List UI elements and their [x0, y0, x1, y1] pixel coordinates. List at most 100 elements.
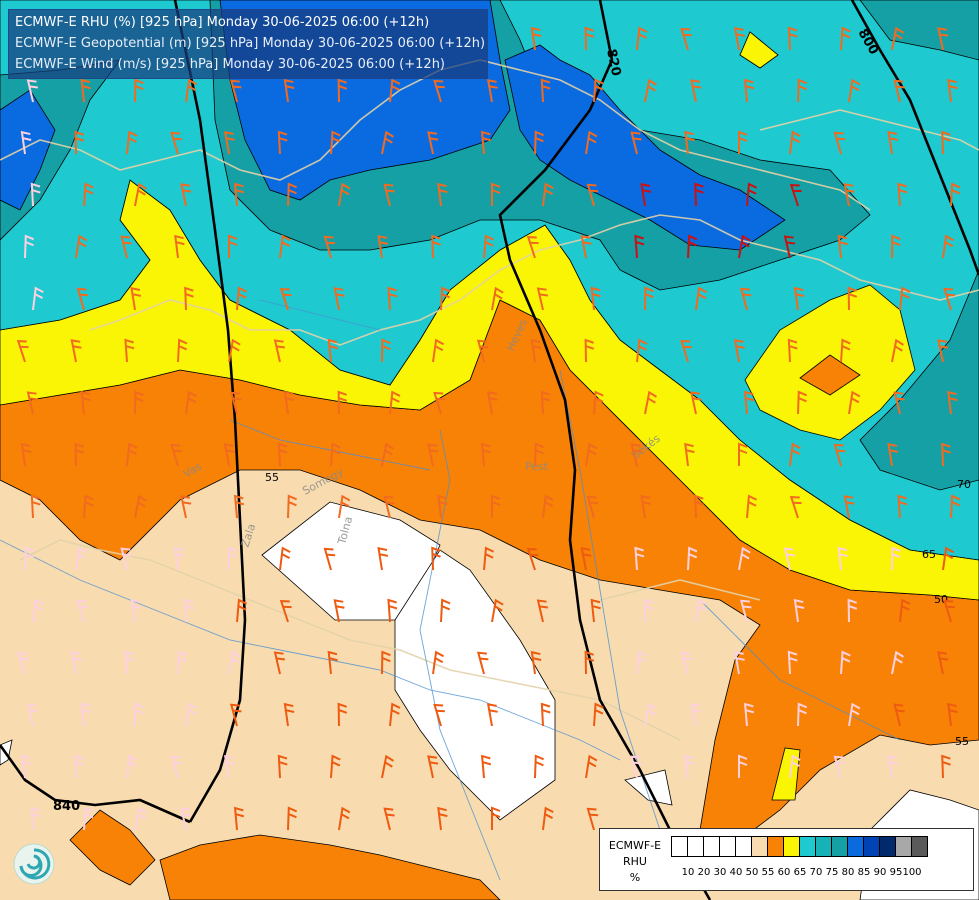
map-title-panel: ECMWF-E RHU (%) [925 hPa] Monday 30-06-2…	[8, 9, 488, 79]
wind-barb	[783, 547, 796, 571]
wind-barb	[74, 130, 85, 155]
wind-barb	[640, 495, 652, 519]
legend-tick-label: 75	[825, 867, 839, 878]
wind-barb	[233, 806, 245, 831]
wind-barb	[534, 754, 545, 779]
wind-barb	[789, 130, 801, 155]
rivers	[0, 299, 901, 881]
wind-barb	[636, 650, 648, 675]
wind-barb	[644, 598, 654, 623]
wind-barb	[134, 806, 148, 831]
wind-barb	[593, 78, 604, 103]
wind-barb	[840, 338, 851, 363]
wind-barb	[680, 339, 692, 363]
wind-barb	[174, 234, 185, 259]
rhu-label-55-right: 55	[955, 735, 969, 748]
wind-barb	[947, 702, 958, 727]
wind-barb	[228, 546, 238, 570]
wind-barb	[797, 390, 808, 415]
wind-barb	[695, 598, 708, 623]
legend-swatch	[847, 836, 864, 857]
legend-swatch	[671, 836, 688, 857]
wind-barb	[893, 703, 905, 727]
legend-tick-label: 50	[745, 867, 759, 878]
wind-barb	[833, 131, 846, 155]
wind-barb	[184, 598, 194, 623]
wind-barb	[126, 442, 138, 467]
wind-barb	[941, 130, 951, 155]
wind-barb	[437, 806, 448, 831]
wind-barb	[797, 702, 808, 727]
wind-barb	[530, 650, 542, 675]
title-wind: ECMWF-E Wind (m/s) [925 hPa] Monday 30-0…	[15, 57, 446, 72]
wind-barb	[687, 546, 698, 571]
wind-barb	[787, 338, 798, 363]
wind-barb	[387, 286, 398, 311]
rhu-zone-white-2	[394, 549, 556, 821]
rhu-label-70: 70	[957, 478, 971, 491]
wind-barb	[486, 391, 498, 415]
wind-barb	[644, 702, 658, 727]
wind-barb	[586, 183, 599, 207]
wind-barb	[233, 494, 245, 519]
wind-barb	[486, 79, 498, 103]
legend-tick-label: 20	[697, 867, 711, 878]
wind-barb	[899, 286, 911, 311]
wind-barb	[789, 754, 801, 779]
wind-barb	[277, 754, 288, 779]
wind-barb	[585, 754, 598, 779]
wind-barb	[440, 598, 451, 623]
wind-barb	[634, 234, 645, 259]
wind-barb	[228, 650, 241, 675]
wind-barb	[739, 287, 752, 311]
wind-barb	[483, 234, 495, 259]
legend-model: ECMWF-E	[608, 839, 662, 852]
wind-barb	[437, 182, 448, 207]
wind-barb	[70, 339, 82, 363]
wind-barb	[743, 78, 755, 103]
contour-840-a	[173, 0, 247, 823]
rhu-zone-blue-right	[504, 44, 786, 251]
contour-label-840: 840	[53, 799, 80, 814]
wind-barb	[229, 703, 242, 727]
wind-barb	[793, 598, 805, 623]
wind-barb	[738, 754, 748, 778]
wind-barb	[432, 338, 445, 363]
wind-barb	[743, 702, 755, 727]
wind-barb	[738, 234, 751, 259]
legend-unit: %	[629, 871, 641, 884]
legend-tick-label: 30	[713, 867, 727, 878]
wind-barb	[377, 235, 389, 259]
wind-barb	[327, 650, 338, 675]
wind-barb	[16, 652, 29, 675]
wind-barb	[630, 443, 642, 467]
wind-barb	[427, 443, 439, 467]
wind-barb	[840, 26, 851, 51]
legend-swatch	[719, 836, 736, 857]
wind-barb	[389, 78, 401, 103]
wind-barb	[337, 78, 348, 103]
wind-barb	[584, 650, 595, 675]
wind-barb	[833, 443, 846, 467]
wind-barb	[185, 78, 198, 103]
wind-barb	[585, 442, 598, 467]
wind-barb	[640, 183, 652, 207]
wind-barb	[690, 391, 702, 415]
wind-barb	[787, 650, 798, 675]
wind-barb	[24, 546, 35, 571]
rhu-label-55-left: 55	[265, 471, 279, 484]
wind-barb	[942, 546, 955, 571]
wind-barb	[897, 494, 908, 519]
wind-barb	[387, 598, 398, 623]
wind-barb	[433, 79, 445, 103]
wind-barb	[80, 702, 91, 727]
legend-tick-label: 65	[793, 867, 807, 878]
legend-swatch	[767, 836, 784, 857]
wind-barb	[891, 338, 905, 363]
wind-barb	[887, 131, 899, 155]
wind-barb	[891, 650, 905, 675]
legend-tick-label: 100	[902, 867, 922, 878]
legend-swatch	[815, 836, 832, 857]
wind-barb	[383, 183, 395, 207]
wind-barb	[491, 494, 501, 518]
